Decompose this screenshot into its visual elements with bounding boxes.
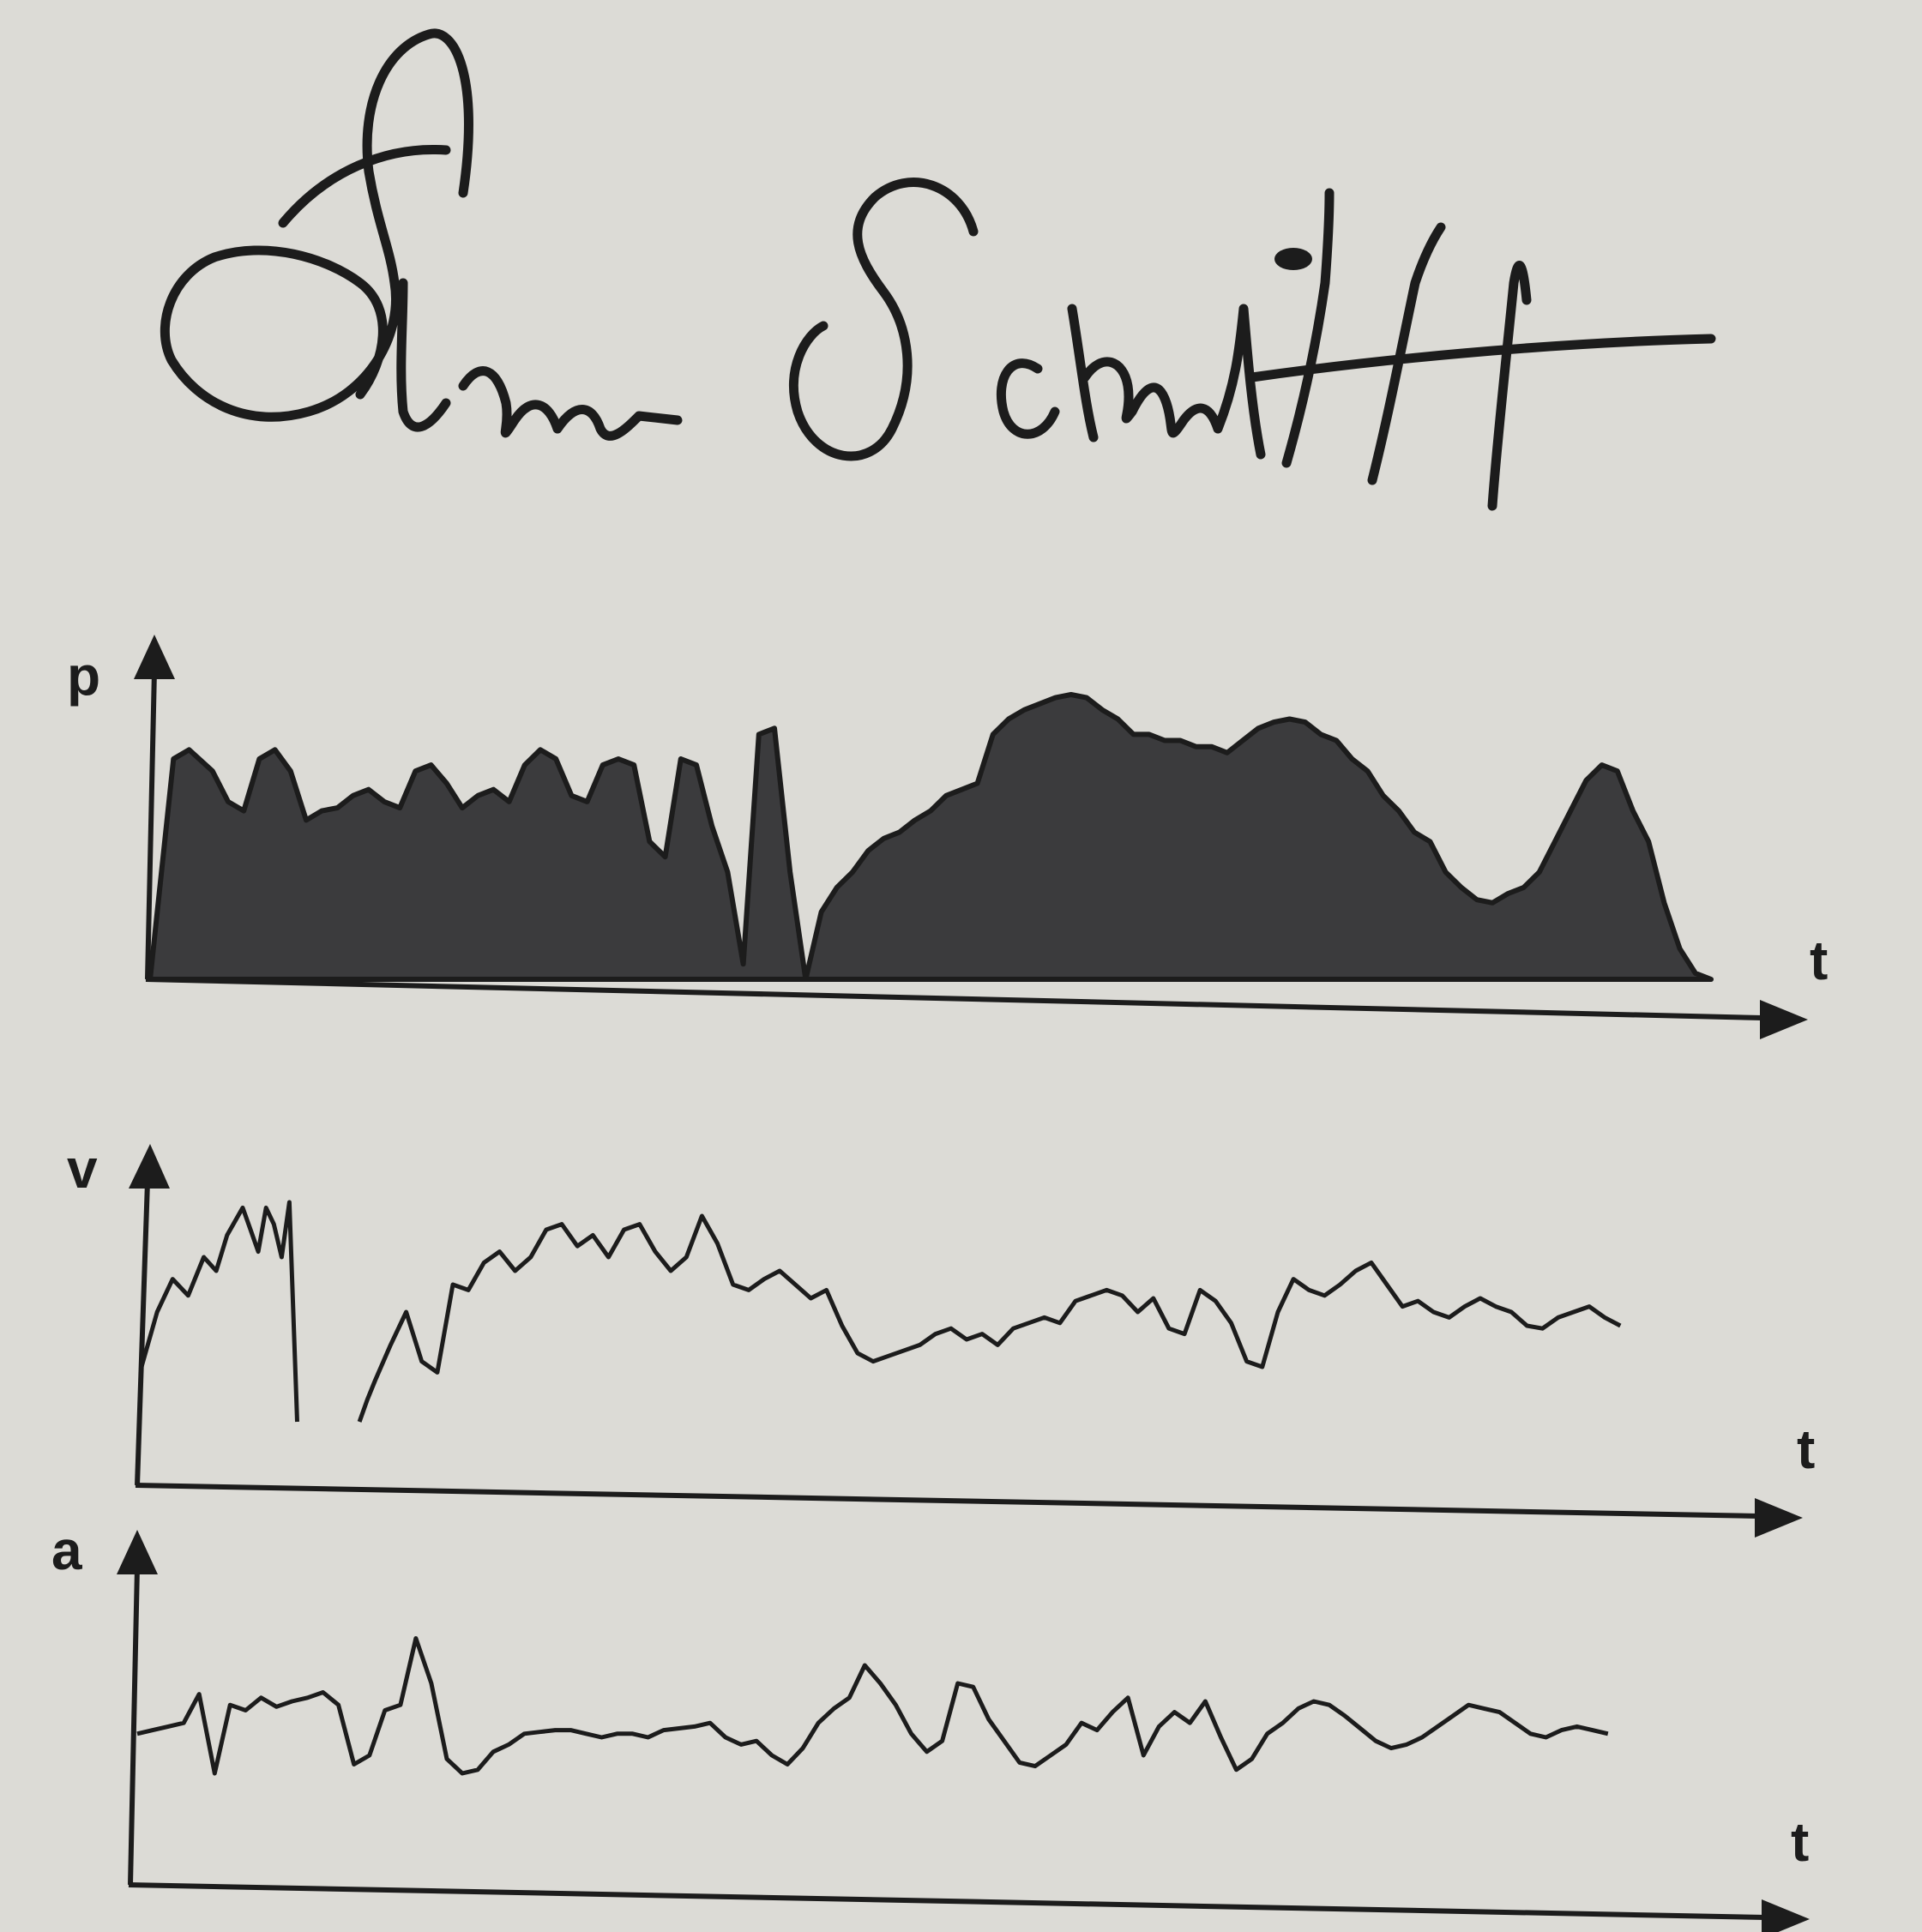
chart-p-x-arrowhead (1760, 1000, 1808, 1039)
chart-v-y-arrowhead (129, 1144, 170, 1189)
chart-a: a t (51, 1520, 1810, 1932)
chart-a-y-arrowhead (117, 1530, 158, 1574)
chart-v-x-axis (135, 1483, 1759, 1519)
chart-v-x-arrowhead (1755, 1498, 1803, 1538)
chart-p-y-axis (145, 670, 157, 980)
chart-a-series-line (136, 1636, 1609, 1776)
chart-p-x-label: t (1810, 930, 1828, 991)
chart-p-x-axis (145, 977, 1763, 1020)
signature-stroke-first-name (160, 28, 683, 441)
chart-v-x-label: t (1797, 1418, 1815, 1480)
chart-p: p t (67, 635, 1828, 1039)
chart-a-y-axis (128, 1567, 140, 1886)
chart-v: v t (67, 1138, 1815, 1538)
chart-v-series-line (139, 1200, 1622, 1423)
chart-p-y-label: p (67, 645, 100, 707)
chart-p-area (148, 692, 1714, 982)
signature (160, 28, 1716, 511)
chart-v-y-axis (135, 1181, 150, 1486)
chart-v-y-label: v (67, 1138, 98, 1200)
signature-stroke-last-name (789, 178, 1716, 511)
chart-a-x-arrowhead (1762, 1899, 1810, 1932)
chart-a-x-axis (128, 1882, 1766, 1920)
signature-i-dot (1274, 248, 1312, 270)
chart-p-y-arrowhead (134, 635, 175, 679)
chart-a-y-label: a (51, 1520, 82, 1581)
chart-a-x-label: t (1791, 1811, 1809, 1873)
